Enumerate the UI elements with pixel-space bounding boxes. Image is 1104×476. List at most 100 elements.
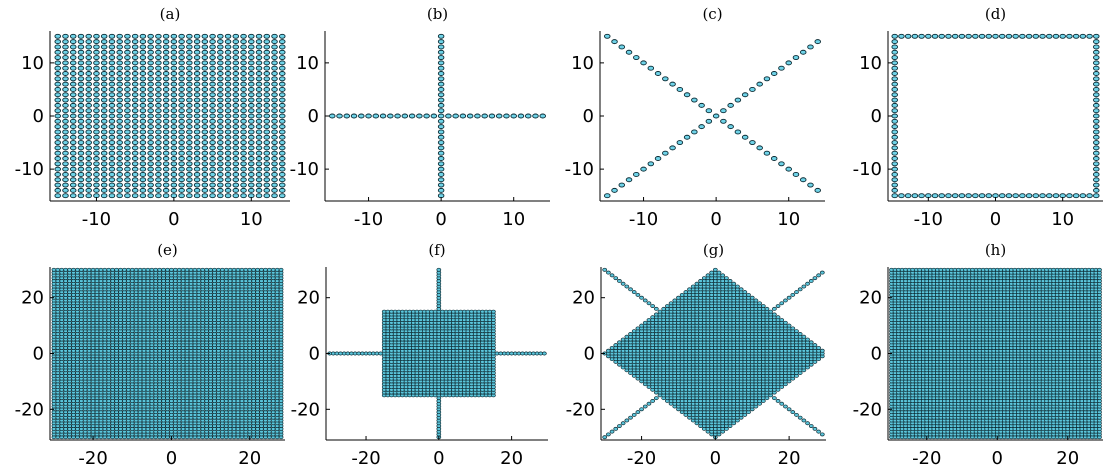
data-point xyxy=(217,92,224,98)
data-point xyxy=(201,145,209,151)
data-point xyxy=(155,97,162,103)
x-tick-label: 0 xyxy=(168,209,179,230)
data-point xyxy=(147,108,154,114)
data-point xyxy=(255,156,263,161)
data-point xyxy=(271,187,278,193)
data-point xyxy=(271,129,278,135)
data-point xyxy=(124,193,131,199)
x-tick-label: -10 xyxy=(629,209,658,230)
data-point xyxy=(1005,33,1013,39)
data-point xyxy=(178,39,185,45)
data-point xyxy=(248,76,255,82)
data-point xyxy=(466,113,474,119)
data-point xyxy=(192,267,198,272)
data-point xyxy=(232,55,240,61)
data-point xyxy=(124,129,131,135)
data-point xyxy=(279,86,286,92)
data-point xyxy=(85,166,92,172)
scatter-points xyxy=(54,33,286,199)
data-point xyxy=(978,33,986,39)
data-point xyxy=(170,187,178,193)
data-point xyxy=(209,97,216,103)
data-point xyxy=(77,161,85,167)
data-point xyxy=(100,65,108,71)
data-point xyxy=(904,33,912,39)
data-point xyxy=(1093,182,1100,188)
data-point xyxy=(137,267,143,272)
data-point xyxy=(459,113,467,119)
data-point xyxy=(232,124,240,130)
data-point xyxy=(938,33,946,39)
data-point xyxy=(85,65,92,71)
data-point xyxy=(1093,81,1100,87)
data-point xyxy=(931,193,939,199)
data-point xyxy=(232,33,240,39)
data-point xyxy=(139,108,147,114)
data-point xyxy=(1072,193,1080,199)
data-point xyxy=(255,161,263,167)
data-point xyxy=(193,65,201,71)
data-point xyxy=(162,97,170,103)
data-point xyxy=(147,161,154,167)
data-point xyxy=(100,49,108,55)
data-point xyxy=(147,102,154,108)
data-point xyxy=(217,39,224,45)
data-point xyxy=(178,108,185,114)
data-point xyxy=(770,71,778,76)
data-point xyxy=(54,97,61,103)
data-point xyxy=(108,65,116,71)
data-point xyxy=(224,71,232,76)
data-point xyxy=(62,33,69,39)
data-point xyxy=(698,124,705,130)
data-point xyxy=(785,166,792,172)
data-point xyxy=(85,92,92,98)
data-point xyxy=(248,166,255,172)
data-point xyxy=(224,187,232,193)
data-point xyxy=(131,129,139,135)
data-point xyxy=(93,49,100,55)
data-point xyxy=(139,134,147,140)
data-point xyxy=(255,44,263,50)
data-point xyxy=(139,140,147,146)
data-point xyxy=(75,267,80,272)
data-point xyxy=(131,166,139,172)
data-point xyxy=(201,182,209,188)
data-point xyxy=(201,44,209,50)
data-point xyxy=(162,166,170,172)
data-point xyxy=(62,187,69,193)
data-point xyxy=(524,113,532,119)
data-point xyxy=(62,108,69,114)
data-point xyxy=(240,108,247,114)
data-point xyxy=(217,49,224,55)
data-point xyxy=(271,33,278,39)
data-point xyxy=(116,134,123,140)
data-point xyxy=(279,193,286,199)
data-point xyxy=(93,140,100,146)
data-point xyxy=(155,39,162,45)
data-point xyxy=(271,39,278,45)
data-point xyxy=(85,97,92,103)
data-point xyxy=(170,49,178,55)
data-point xyxy=(247,267,253,272)
data-point xyxy=(131,55,139,61)
data-point xyxy=(178,161,185,167)
data-point xyxy=(116,92,123,98)
data-point xyxy=(248,49,255,55)
data-point xyxy=(437,187,445,193)
data-point xyxy=(224,118,232,124)
data-point xyxy=(720,118,727,124)
data-point xyxy=(217,124,224,130)
data-point xyxy=(124,156,131,161)
data-point xyxy=(139,129,147,135)
data-point xyxy=(437,161,445,167)
data-point xyxy=(279,134,286,140)
data-point xyxy=(77,97,85,103)
data-point xyxy=(1086,193,1093,199)
data-point xyxy=(69,86,77,92)
data-point xyxy=(178,156,185,161)
data-point xyxy=(1019,193,1026,199)
data-point xyxy=(1093,134,1100,140)
data-point xyxy=(85,177,92,183)
data-point xyxy=(240,55,247,61)
